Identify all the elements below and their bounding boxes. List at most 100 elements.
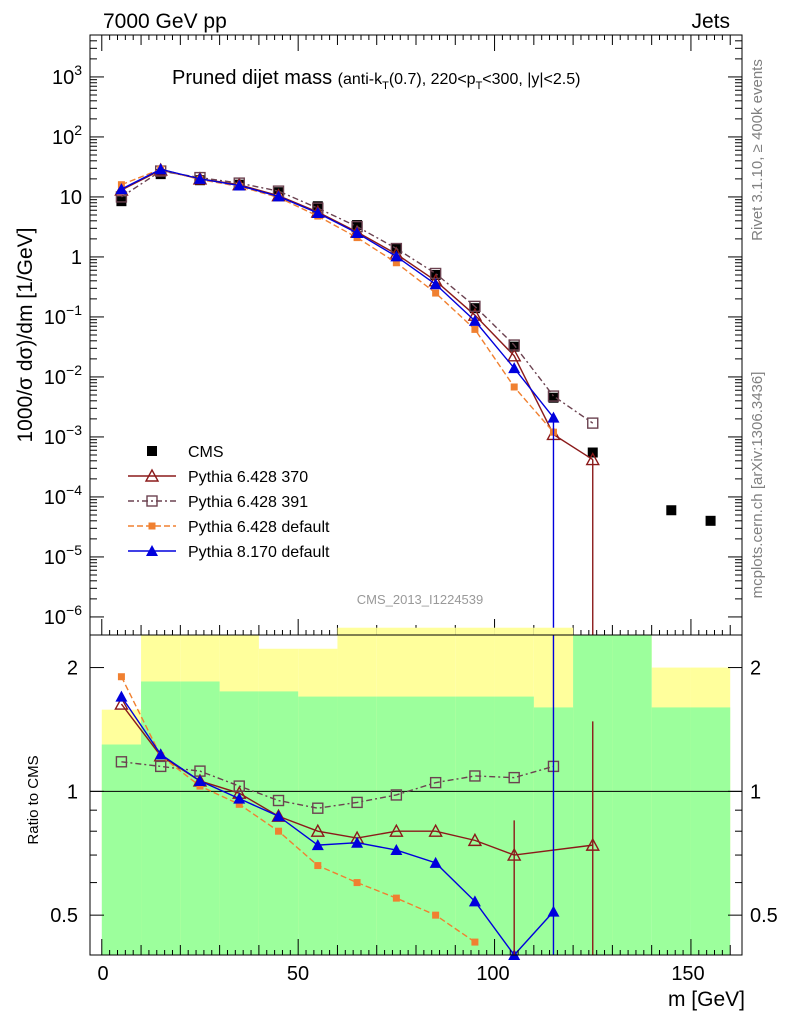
main-ytick-label: 10−1 — [44, 302, 82, 329]
ratio-point-p6def-5 — [314, 862, 322, 870]
main-ytick-label: 10−4 — [44, 482, 82, 509]
ratio-band-inner-13 — [612, 635, 652, 955]
ratio-point-p6def-8 — [432, 911, 440, 919]
legend-marker-p370 — [144, 468, 160, 482]
point-p6def-7 — [392, 259, 400, 267]
ratio-point-p6def-0 — [117, 673, 125, 681]
ratio-point-p370-9 — [467, 832, 483, 847]
ratio-band-inner-0 — [101, 744, 142, 955]
ratio-point-p391-5 — [312, 802, 324, 814]
ratio-point-p8def-3 — [233, 792, 246, 804]
point-p6def-10 — [510, 383, 518, 391]
mcplots-label: mcplots.cern.ch [arXiv:1306.3436] — [749, 372, 766, 599]
ratio-ytick-label: 0.5 — [50, 905, 78, 927]
ratio-point-p391-4 — [272, 794, 285, 807]
series-line-p391 — [121, 170, 594, 424]
series-p391 — [115, 165, 599, 429]
point-p6def-9 — [471, 325, 479, 333]
point-p6def-8 — [432, 289, 440, 297]
ratio-point-p6def-3 — [235, 800, 243, 808]
ratio-band-inner-1 — [141, 681, 181, 955]
point-p8def-2 — [193, 172, 206, 184]
ratio-point-p6def-4 — [275, 827, 283, 835]
ratio-point-p391-8 — [429, 776, 442, 789]
process-label: Jets — [691, 10, 730, 33]
series-line-p370 — [121, 169, 594, 461]
ratio-point-p8def-8 — [429, 856, 442, 868]
ratio-point-p8def-4 — [272, 810, 285, 822]
point-p370-10 — [507, 348, 522, 362]
xtick-label-50: 50 — [287, 963, 309, 985]
ratio-point-p391-10 — [508, 771, 520, 784]
ratio-point-p391-3 — [233, 780, 245, 792]
point-cms-14 — [666, 505, 677, 516]
ratio-point-p370-0 — [114, 696, 129, 710]
ratio-line-p6def — [120, 676, 476, 943]
ratio-point-p8def-6 — [351, 836, 364, 848]
main-panel: 10−6 10−5 10−4 10−3 10−2 10−1 1 10 102 103 Pruned… — [14, 34, 743, 636]
xtick-label-100: 100 — [476, 963, 509, 985]
ratio-point-p391-1 — [154, 760, 167, 773]
point-p391-11 — [547, 390, 560, 402]
ratio-ytick-label: 2 — [67, 658, 78, 680]
legend-label-p370: Pythia 6.428 370 — [188, 469, 308, 486]
ratio-band-inner-15 — [690, 707, 731, 955]
point-p8def-9 — [468, 314, 481, 326]
point-p391-12 — [587, 417, 599, 429]
legend-label-p391: Pythia 6.428 391 — [188, 494, 308, 511]
main-ytick-label: 10−3 — [44, 422, 82, 449]
point-p8def-11 — [547, 411, 560, 423]
main-ytick-label: 10−6 — [44, 602, 82, 629]
ratio-band-inner-14 — [651, 707, 691, 955]
point-cms-0 — [116, 196, 127, 207]
legend-marker-p391 — [146, 495, 158, 507]
legend: CMS Pythia 6.428 370 Pythia 6.428 391 Pythi… — [128, 444, 330, 561]
main-ytick-label: 10 — [60, 187, 82, 209]
main-ytick-label: 10−2 — [44, 362, 82, 389]
plot-title: Pruned dijet mass (anti-kT(0.7), 220<pT<… — [172, 67, 580, 92]
ratio-ytick-label-right: 1 — [750, 781, 761, 803]
ratio-point-p8def-5 — [311, 839, 324, 851]
legend-marker-p8def — [146, 545, 158, 556]
point-p8def-7 — [390, 250, 403, 262]
legend-marker-cms — [147, 446, 157, 456]
ratio-point-p391-7 — [390, 789, 403, 801]
point-p391-10 — [508, 339, 520, 351]
point-p8def-5 — [311, 206, 324, 218]
ratio-band-inner-9 — [455, 696, 495, 955]
ratio-point-p6def-6 — [353, 879, 361, 887]
ratio-point-p370-7 — [389, 823, 404, 837]
point-p8def-1 — [154, 163, 167, 175]
point-cms-10 — [509, 341, 520, 352]
ratio-point-p391-9 — [469, 770, 481, 782]
energy-label: 7000 GeV pp — [103, 10, 227, 33]
point-p8def-8 — [429, 278, 442, 290]
ratio-line-p8def — [120, 696, 554, 957]
main-ylabel: 1000/σ dσ)/dm [1/GeV] — [14, 227, 37, 442]
rivet-version-label: Rivet 3.1.10, ≥ 400k events — [749, 59, 766, 241]
point-p8def-6 — [351, 227, 364, 239]
ratio-point-p370-8 — [428, 823, 443, 837]
legend-label-cms: CMS — [188, 444, 224, 461]
ratio-ytick-label: 1 — [67, 781, 78, 803]
ratio-band-inner-4 — [258, 691, 299, 955]
legend-marker-p6def — [148, 522, 156, 530]
point-cms-15 — [705, 515, 716, 526]
series-p6def — [117, 165, 557, 436]
main-ytick-label: 103 — [52, 62, 82, 89]
ratio-line-p391 — [121, 761, 554, 809]
ratio-point-p8def-2 — [193, 774, 206, 786]
ratio-point-p8def-0 — [115, 690, 128, 702]
ratio-band-inner-6 — [337, 696, 377, 955]
ratio-ytick-label-right: 0.5 — [750, 905, 778, 927]
main-ytick-label: 102 — [52, 122, 82, 149]
ratio-point-p8def-9 — [468, 895, 481, 907]
ratio-point-p391-0 — [115, 756, 128, 768]
ratio-point-p8def-7 — [390, 844, 403, 856]
ratio-series-p8def — [115, 690, 560, 960]
ratio-ylabel: Ratio to CMS — [25, 755, 42, 844]
ratio-point-p6def-2 — [196, 782, 204, 790]
main-ytick-label: 1 — [71, 247, 82, 269]
ratio-point-p6def-9 — [471, 938, 479, 946]
series-line-p6def — [121, 168, 554, 433]
